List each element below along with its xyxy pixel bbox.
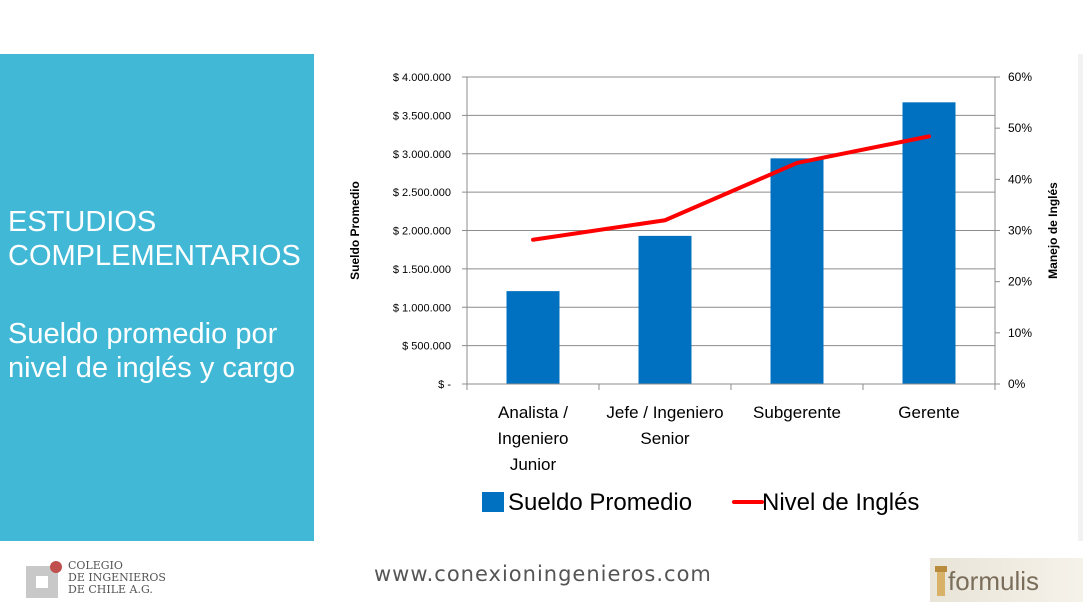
subheading-line-1: Sueldo promedio por <box>8 318 278 350</box>
y-tick-label: $ 1.500.000 <box>393 264 451 276</box>
right-edge-strip <box>1078 54 1083 541</box>
slide-title: ESTUDIOS COMPLEMENTARIOS Sueldo promedio… <box>8 205 314 385</box>
y2-tick-label: 50% <box>1008 121 1032 135</box>
y-tick-label: $ - <box>438 379 451 391</box>
heading-line-1: ESTUDIOS <box>8 206 157 238</box>
category-label: Subgerente <box>753 403 841 422</box>
left-axis-ticks: $ - $ 500.000 $ 1.000.000 $ 1.500.000 $ 2.00… <box>393 72 467 391</box>
series-line <box>531 134 931 242</box>
y-tick-label: $ 1.000.000 <box>393 302 451 314</box>
bar <box>506 291 560 384</box>
bar <box>770 158 824 384</box>
legend-label-line: Nivel de Inglés <box>762 489 919 516</box>
right-axis-ticks: 0% 10% 20% 30% 40% 50% 60% <box>995 70 1032 391</box>
footer-url: www.conexioningenieros.com <box>374 562 712 586</box>
y-tick-label: $ 2.000.000 <box>393 226 451 238</box>
logo-line-3: de Chile A.G. <box>68 583 153 596</box>
y-tick-label: $ 3.500.000 <box>393 110 451 122</box>
right-axis-title: Manejo de Inglés <box>1046 182 1060 279</box>
formulis-logo-icon <box>935 566 947 596</box>
left-axis-title: Sueldo Promedio <box>348 181 362 280</box>
title-panel <box>0 54 314 541</box>
y2-tick-label: 20% <box>1008 275 1032 289</box>
subheading-line-2: nivel de inglés y cargo <box>8 352 295 384</box>
heading-line-2: COMPLEMENTARIOS <box>8 240 301 272</box>
y-tick-label: $ 500.000 <box>402 341 451 353</box>
line-series <box>531 134 931 242</box>
legend-label-bar: Sueldo Promedio <box>508 489 692 516</box>
logo-line-1: Colegio <box>68 559 123 572</box>
y2-tick-label: 40% <box>1008 172 1032 186</box>
legend-swatch-bar <box>482 492 504 512</box>
colegio-logo-icon <box>26 561 62 598</box>
bar <box>638 235 692 384</box>
category-label: Gerente <box>898 403 959 422</box>
bar-series <box>506 102 956 384</box>
y-tick-label: $ 4.000.000 <box>393 72 451 84</box>
category-labels: Analista / Ingeniero Junior Jefe / Ingenier… <box>498 403 960 474</box>
formulis-logo: formulis <box>930 558 1083 602</box>
formulis-logo-text: formulis <box>948 566 1040 596</box>
y-tick-label: $ 3.000.000 <box>393 149 451 161</box>
y2-tick-label: 60% <box>1008 70 1032 84</box>
y2-tick-label: 30% <box>1008 224 1032 238</box>
y2-tick-label: 0% <box>1008 377 1026 391</box>
logo-line-2: de Ingenieros <box>68 571 166 584</box>
category-label: Jefe / Ingeniero Senior <box>606 403 723 448</box>
category-label: Analista / Ingeniero Junior <box>498 403 569 474</box>
legend: Sueldo Promedio Nivel de Inglés <box>482 489 919 516</box>
colegio-ingenieros-logo: Colegio de Ingenieros de Chile A.G. <box>26 560 186 604</box>
salary-english-chart: $ - $ 500.000 $ 1.000.000 $ 1.500.000 $ 2.00… <box>348 70 1060 516</box>
bar <box>902 102 956 384</box>
y2-tick-label: 10% <box>1008 326 1032 340</box>
y-tick-label: $ 2.500.000 <box>393 187 451 199</box>
